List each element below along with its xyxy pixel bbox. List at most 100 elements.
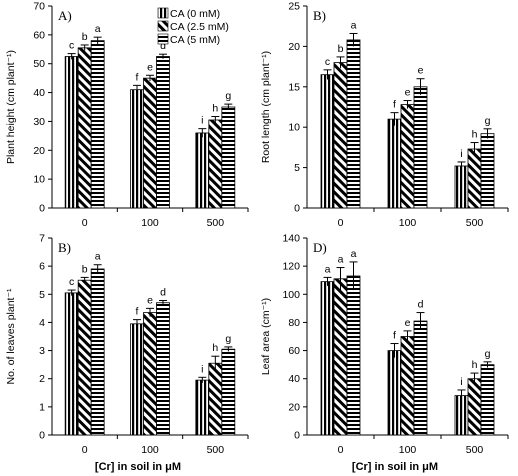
bar: [413, 86, 428, 209]
bar: [320, 74, 335, 209]
panel-label: D): [313, 240, 327, 255]
significance-letter: d: [418, 299, 424, 311]
significance-letter: a: [325, 263, 331, 275]
significance-letter: g: [485, 115, 491, 127]
y-tick-label: 60: [33, 29, 45, 41]
bar: [480, 364, 495, 436]
significance-letter: c: [69, 40, 74, 52]
y-tick-label: 25: [288, 1, 300, 13]
x-tick-label: 500: [466, 217, 484, 229]
y-tick-label: 40: [288, 373, 300, 385]
x-axis-title-left: [Cr] in soil in μM: [95, 461, 181, 473]
bar: [333, 278, 348, 436]
significance-letter: g: [485, 348, 491, 360]
bar: [413, 320, 428, 436]
significance-letter: b: [82, 31, 88, 43]
significance-letter: f: [393, 99, 396, 111]
significance-letter: e: [405, 87, 411, 99]
panel-label: B): [58, 240, 71, 255]
legend-label: CA (0 mM): [170, 8, 220, 20]
bar: [346, 275, 361, 436]
significance-letter: a: [351, 19, 357, 31]
y-tick-label: 15: [288, 81, 300, 93]
x-tick-label: 500: [466, 444, 484, 456]
significance-letter: a: [338, 254, 344, 266]
y-tick-label: 120: [282, 261, 300, 273]
significance-letter: c: [69, 276, 74, 288]
y-tick-label: 3: [39, 345, 45, 357]
significance-letter: a: [95, 23, 101, 35]
bar: [221, 106, 236, 209]
significance-letter: d: [160, 286, 166, 298]
bar: [333, 62, 348, 209]
y-tick-label: 80: [288, 317, 300, 329]
y-tick-label: 0: [294, 203, 300, 215]
bar: [454, 165, 469, 209]
y-axis-label: No. of leaves plant⁻¹: [5, 288, 17, 385]
bar: [400, 104, 415, 209]
y-tick-label: 1: [39, 401, 45, 413]
significance-letter: c: [325, 56, 330, 68]
bar: [130, 323, 144, 436]
y-axis-label: Plant height (cm plant⁻¹): [5, 50, 17, 164]
y-tick-label: 0: [39, 203, 45, 215]
legend-swatch: [157, 20, 169, 32]
bar: [221, 348, 236, 436]
bar: [400, 336, 415, 436]
bar: [64, 292, 79, 436]
y-tick-label: 5: [294, 162, 300, 174]
significance-letter: h: [212, 342, 218, 354]
significance-letter: i: [201, 115, 203, 127]
significance-letter: b: [82, 263, 88, 275]
significance-letter: i: [460, 148, 462, 160]
bar: [77, 279, 92, 436]
legend-swatch: [157, 7, 169, 19]
y-tick-label: 7: [39, 233, 45, 245]
legend-swatch: [157, 33, 169, 45]
legend: CA (0 mM)CA (2.5 mM)CA (5 mM): [157, 7, 229, 46]
bar: [387, 350, 402, 436]
bar: [90, 268, 105, 436]
bar: [90, 40, 105, 209]
bar: [467, 378, 482, 436]
y-tick-label: 20: [288, 41, 300, 53]
y-tick-label: 10: [288, 122, 300, 134]
significance-letter: g: [225, 333, 231, 345]
y-tick-label: 30: [33, 116, 45, 128]
significance-letter: h: [472, 129, 478, 141]
significance-letter: e: [405, 317, 411, 329]
x-tick-label: 100: [399, 444, 417, 456]
significance-letter: h: [212, 103, 218, 115]
x-tick-label: 0: [82, 444, 88, 456]
y-tick-label: 0: [294, 430, 300, 442]
x-tick-label: 0: [82, 217, 88, 229]
legend-label: CA (5 mM): [170, 34, 220, 46]
bar: [195, 132, 210, 209]
root-length-panel: 0 5 10 15 20 25 Root length (cm plant⁻¹) B) 0 cba…: [260, 1, 509, 229]
significance-letter: a: [351, 248, 357, 260]
bar: [208, 119, 223, 209]
x-tick-label: 100: [141, 217, 159, 229]
bar: [454, 395, 469, 436]
y-tick-label: 20: [33, 145, 45, 157]
significance-letter: e: [147, 294, 153, 306]
bar: [467, 148, 482, 209]
bar: [208, 362, 223, 436]
y-axis-label: Root length (cm plant⁻¹): [260, 51, 272, 163]
significance-letter: e: [147, 61, 153, 73]
significance-letter: i: [201, 363, 203, 375]
y-tick-label: 100: [282, 289, 300, 301]
bar: [77, 47, 92, 209]
significance-letter: f: [393, 330, 396, 342]
y-tick-label: 20: [288, 401, 300, 413]
significance-letter: b: [338, 43, 344, 55]
bar: [195, 379, 210, 436]
y-tick-label: 4: [39, 317, 45, 329]
bar: [156, 56, 170, 209]
y-tick-label: 5: [39, 289, 45, 301]
panel-label: A): [58, 8, 72, 23]
significance-letter: f: [136, 306, 139, 318]
significance-letter: e: [418, 65, 424, 77]
